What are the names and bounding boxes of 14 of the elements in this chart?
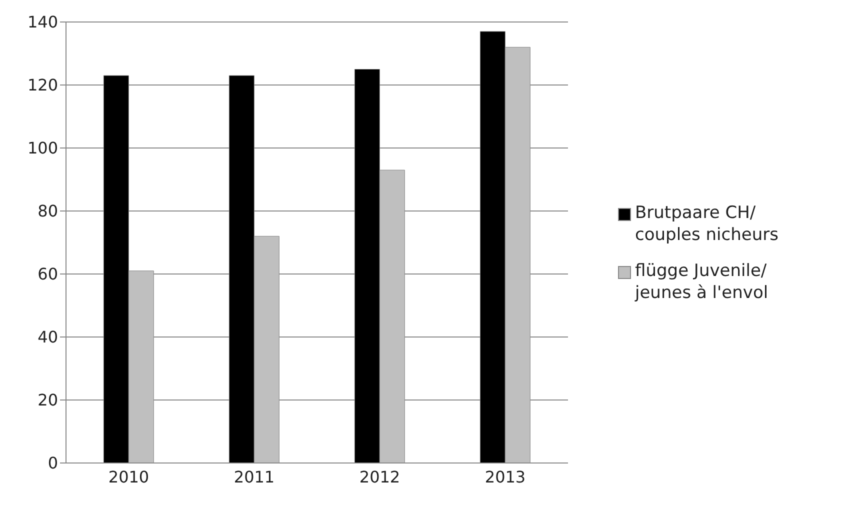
x-tick-label: 2013: [484, 467, 526, 486]
y-tick-label: 100: [27, 138, 58, 158]
x-tick-label: 2010: [108, 467, 150, 486]
legend-label: Brutpaare CH/ couples nicheurs: [635, 202, 780, 246]
x-tick-label: 2011: [234, 467, 275, 486]
y-tick-label: 80: [38, 202, 58, 221]
y-tick-label: 0: [48, 454, 58, 473]
legend-label: flügge Juvenile/ jeunes à l'envol: [635, 260, 770, 304]
y-tick-label: 120: [27, 76, 58, 95]
y-tick-label: 60: [38, 264, 58, 284]
x-tick-label: 2012: [359, 467, 400, 486]
y-tick-label: 140: [27, 12, 58, 32]
y-tick-label: 40: [38, 328, 58, 347]
y-tick-label: 20: [38, 390, 58, 410]
